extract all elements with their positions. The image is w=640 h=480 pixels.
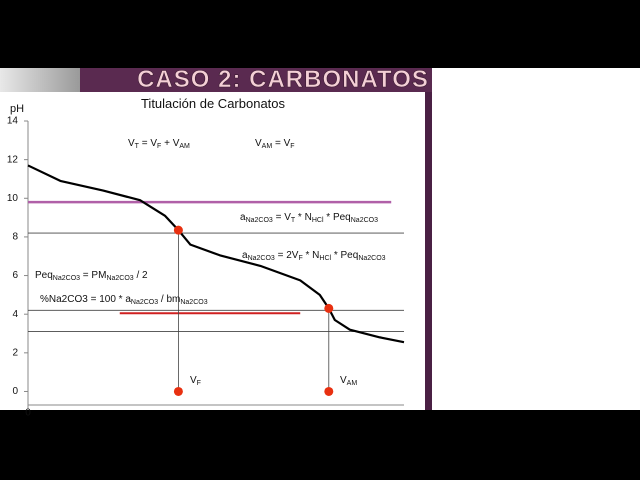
annotation-text: * Peq bbox=[331, 250, 358, 261]
y-tick-label: 2 bbox=[12, 347, 18, 358]
annotation-text: V bbox=[128, 138, 135, 149]
header-left bbox=[0, 68, 80, 92]
y-tick-label: 6 bbox=[12, 270, 18, 281]
annotation-text: %Na2CO3 = 100 * a bbox=[40, 294, 131, 305]
plot: Titulación de CarbonatospH024681012140VT… bbox=[7, 96, 405, 418]
subscript: Na2CO3 bbox=[106, 275, 133, 282]
subscript: Na2CO3 bbox=[248, 255, 275, 262]
annotation-text: = V bbox=[139, 138, 157, 149]
titration-curve bbox=[27, 164, 405, 344]
annotation-text: V bbox=[340, 375, 347, 386]
annotation-text: V bbox=[255, 138, 262, 149]
y-axis-label: pH bbox=[10, 103, 24, 115]
y-tick-label: 10 bbox=[7, 193, 19, 204]
subscript: F bbox=[157, 143, 161, 150]
point bbox=[324, 303, 334, 313]
annotation: aNa2CO3 = VT * NHCl * PeqNa2CO3 bbox=[240, 212, 378, 224]
annotation-text: + V bbox=[161, 138, 179, 149]
annotation-text: = 2V bbox=[275, 250, 299, 261]
y-tick-label: 4 bbox=[12, 309, 18, 320]
annotation-text: Peq bbox=[35, 270, 53, 281]
slide-title: CASO 2: CARBONATOS bbox=[137, 66, 429, 93]
annotation: VF bbox=[190, 375, 201, 387]
subscript: Na2CO3 bbox=[180, 299, 207, 306]
annotation-text: = PM bbox=[80, 270, 106, 281]
subscript: T bbox=[291, 217, 296, 224]
annotation: VAM = VF bbox=[255, 138, 295, 150]
subscript: AM bbox=[347, 380, 358, 387]
subscript: F bbox=[298, 255, 302, 262]
annotation-text: * N bbox=[295, 212, 312, 223]
point bbox=[324, 386, 334, 396]
subscript: Na2CO3 bbox=[351, 217, 378, 224]
annotation-text: = V bbox=[273, 212, 291, 223]
chart-title: Titulación de Carbonatos bbox=[141, 96, 286, 111]
subscript: T bbox=[135, 143, 140, 150]
point bbox=[173, 386, 183, 396]
annotation-text: V bbox=[190, 375, 197, 386]
subscript: HCl bbox=[312, 217, 324, 224]
annotation: PeqNa2CO3 = PMNa2CO3 / 2 bbox=[35, 270, 148, 282]
x-tick-label: 0 bbox=[25, 407, 31, 418]
slide-edge bbox=[425, 92, 432, 410]
slide-bg bbox=[0, 68, 640, 410]
annotation-text: = V bbox=[272, 138, 290, 149]
subscript: HCl bbox=[319, 255, 331, 262]
subscript: F bbox=[290, 143, 294, 150]
annotation: VAM bbox=[340, 375, 357, 387]
y-tick-label: 12 bbox=[7, 154, 19, 165]
annotation-text: / 2 bbox=[134, 270, 148, 281]
annotation: VT = VF + VAM bbox=[128, 138, 190, 150]
subscript: Na2CO3 bbox=[131, 299, 158, 306]
annotation-text: * N bbox=[303, 250, 320, 261]
annotation-text: / bm bbox=[158, 294, 180, 305]
subscript: AM bbox=[179, 143, 190, 150]
annotation-text: * Peq bbox=[324, 212, 351, 223]
y-tick-label: 14 bbox=[7, 116, 19, 127]
annotation-text: a bbox=[240, 212, 246, 223]
y-tick-label: 0 bbox=[12, 386, 18, 397]
subscript: AM bbox=[262, 143, 273, 150]
subscript: Na2CO3 bbox=[53, 275, 80, 282]
point bbox=[173, 225, 183, 235]
annotation: aNa2CO3 = 2VF * NHCl * PeqNa2CO3 bbox=[242, 250, 386, 262]
annotation: %Na2CO3 = 100 * aNa2CO3 / bmNa2CO3 bbox=[40, 294, 208, 306]
annotation-text: a bbox=[242, 250, 248, 261]
subscript: Na2CO3 bbox=[358, 255, 385, 262]
subscript: F bbox=[197, 380, 201, 387]
subscript: Na2CO3 bbox=[246, 217, 273, 224]
y-tick-label: 8 bbox=[12, 232, 18, 243]
header-band bbox=[80, 68, 432, 92]
